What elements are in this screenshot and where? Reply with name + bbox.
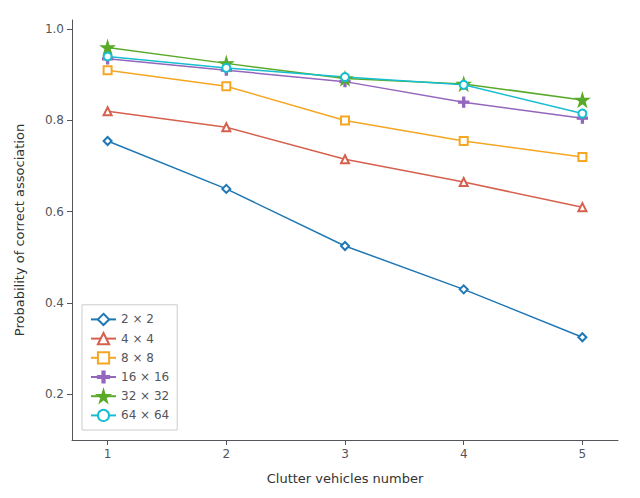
svg-text:3: 3 [341, 447, 349, 461]
svg-text:32 × 32: 32 × 32 [121, 389, 169, 403]
svg-text:64 × 64: 64 × 64 [121, 408, 169, 422]
svg-text:0.4: 0.4 [45, 296, 64, 310]
svg-text:0.2: 0.2 [45, 387, 64, 401]
svg-text:0.8: 0.8 [45, 113, 64, 127]
svg-text:8 × 8: 8 × 8 [121, 351, 154, 365]
svg-text:16 × 16: 16 × 16 [121, 370, 169, 384]
svg-text:0.6: 0.6 [45, 205, 64, 219]
svg-text:5: 5 [579, 447, 587, 461]
svg-text:2 × 2: 2 × 2 [121, 312, 154, 326]
svg-text:4: 4 [460, 447, 468, 461]
svg-text:4 × 4: 4 × 4 [121, 332, 154, 346]
svg-text:2: 2 [222, 447, 230, 461]
svg-text:Clutter vehicles number: Clutter vehicles number [267, 471, 424, 486]
svg-text:1: 1 [104, 447, 112, 461]
svg-text:1.0: 1.0 [45, 22, 64, 36]
svg-text:Probability of correct associa: Probability of correct association [12, 124, 27, 336]
